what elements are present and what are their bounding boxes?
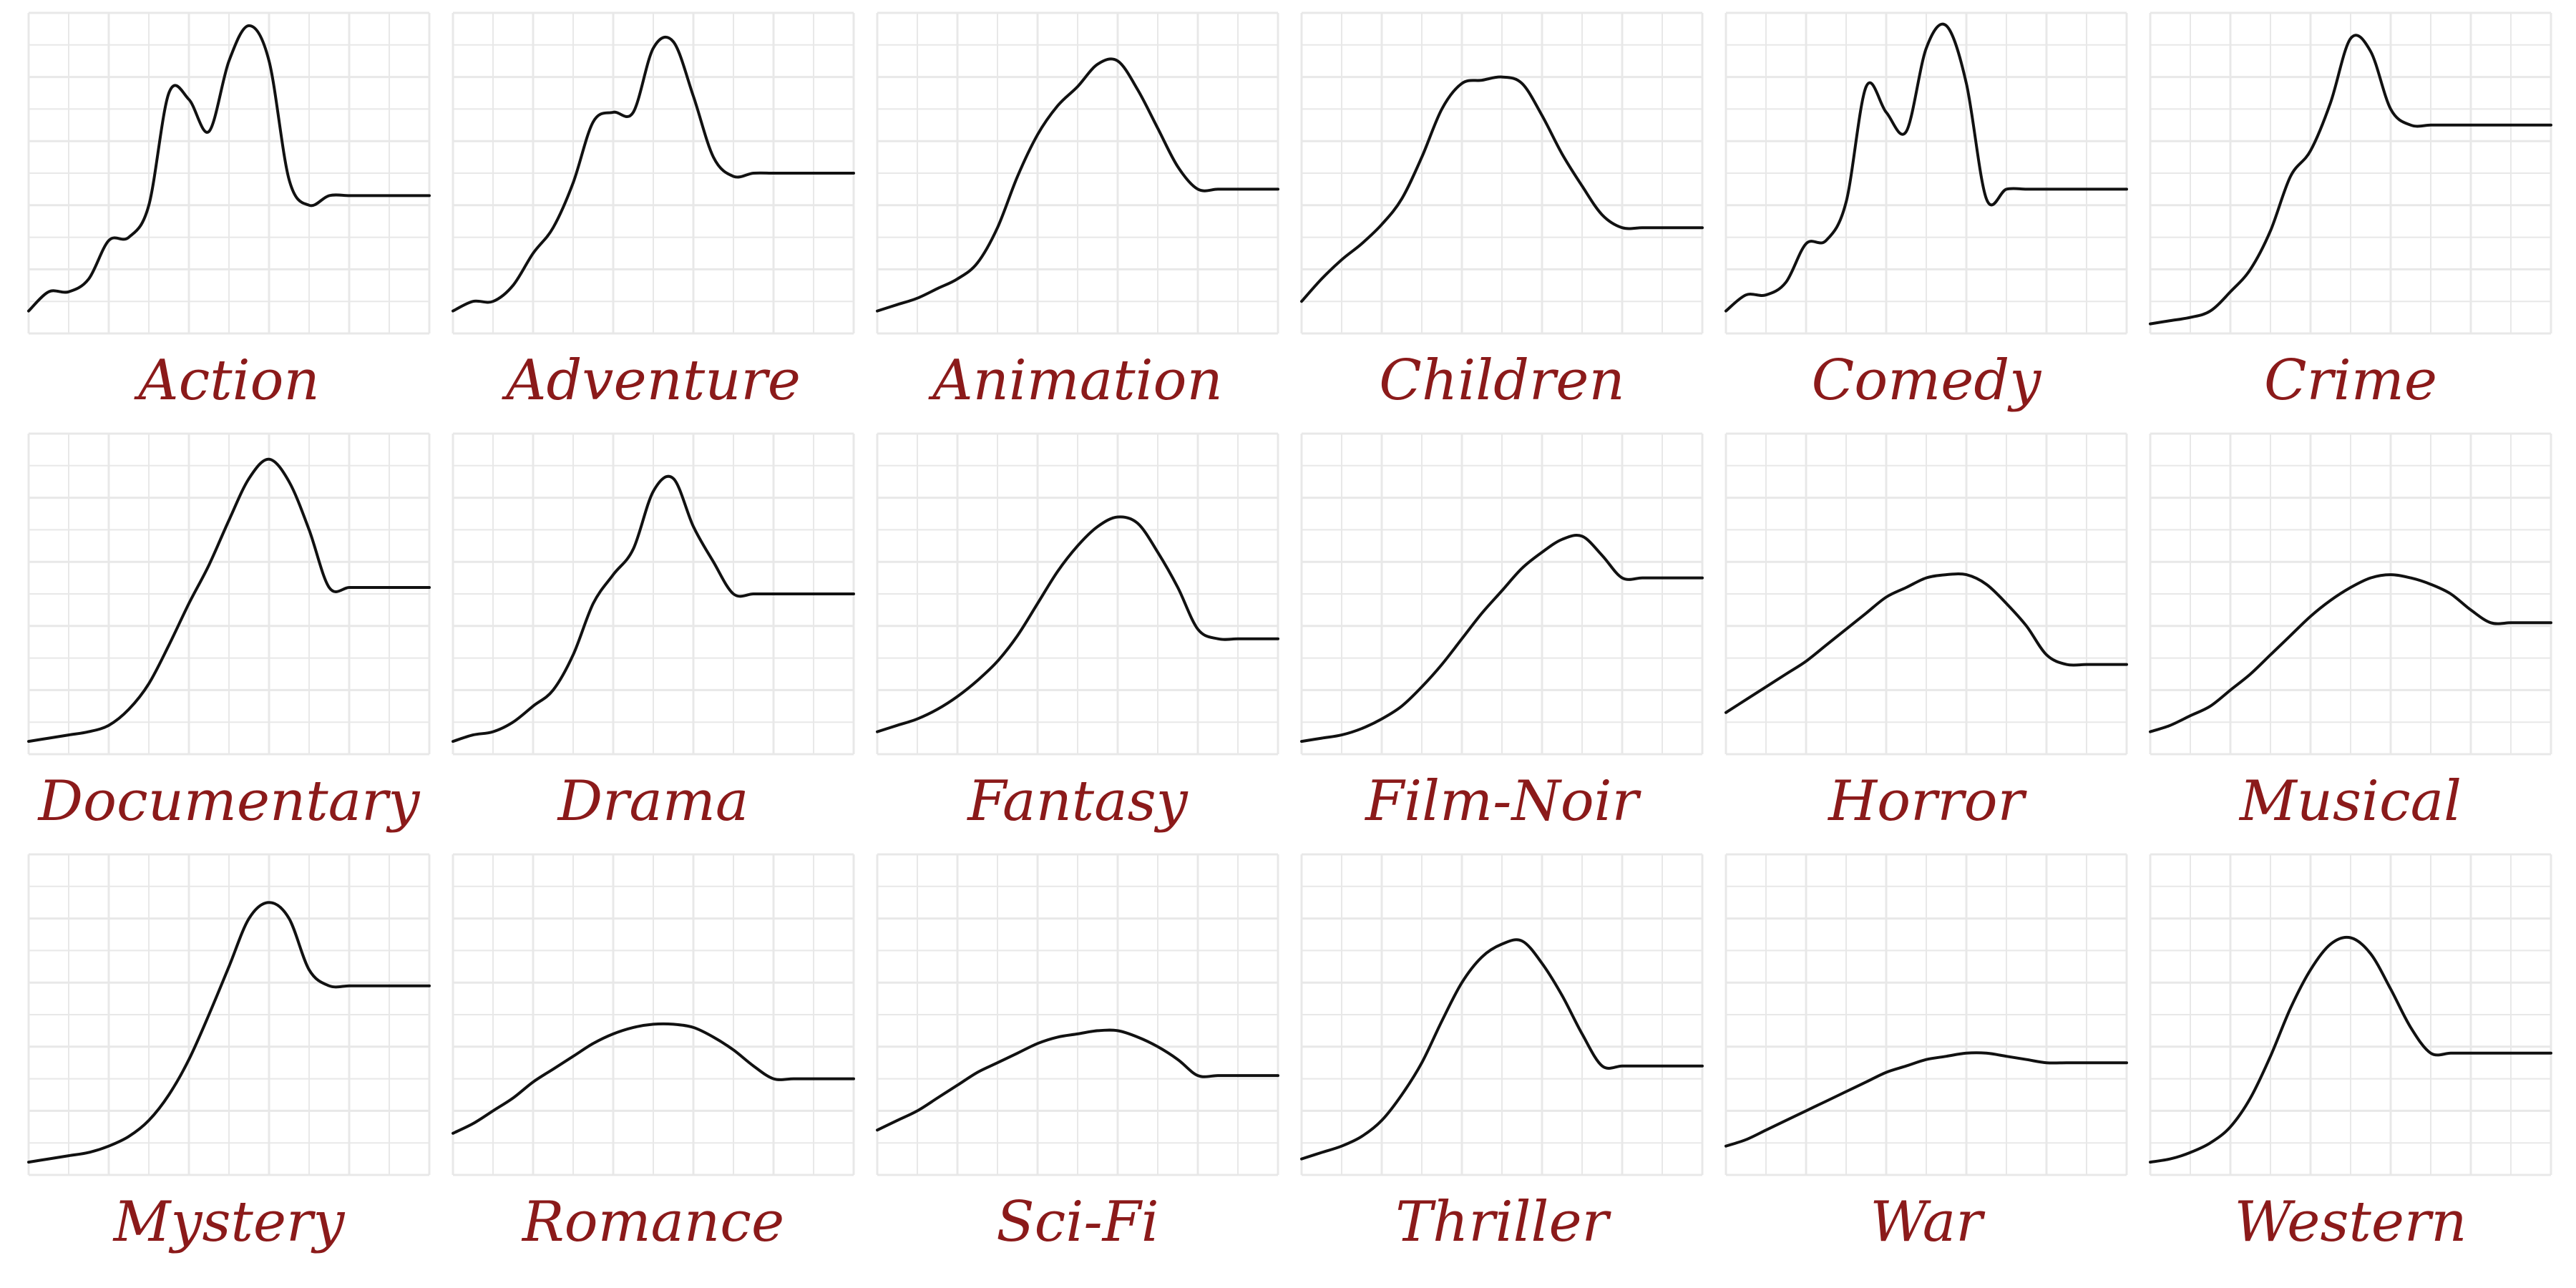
- panel-label: Comedy: [1812, 348, 2042, 413]
- density-line-crime: [2149, 34, 2552, 326]
- panel-mystery: Mystery: [27, 853, 431, 1254]
- density-line-action: [27, 24, 431, 313]
- panel-comedy: Comedy: [1724, 11, 2128, 413]
- density-line-drama: [452, 474, 855, 743]
- panel-fantasy: Fantasy: [876, 432, 1279, 834]
- panel-label: Animation: [928, 348, 1222, 413]
- panel-romance: Romance: [452, 853, 855, 1254]
- density-line-mystery: [27, 901, 431, 1164]
- density-line-comedy: [1724, 22, 2128, 313]
- density-line-thriller: [1300, 938, 1704, 1161]
- panel-label: Musical: [2238, 769, 2462, 834]
- panel-label: Romance: [521, 1190, 784, 1254]
- panel-action: Action: [27, 11, 431, 413]
- panel-label: Drama: [557, 769, 749, 834]
- density-line-musical: [2149, 573, 2552, 733]
- density-line-romance: [452, 1022, 855, 1135]
- panel-western: Western: [2149, 853, 2552, 1254]
- panel-adventure: Adventure: [452, 11, 855, 413]
- panel-grid: [1724, 432, 2128, 756]
- panel-grid: [876, 11, 1279, 335]
- panel-label: Horror: [1827, 769, 2028, 834]
- panel-grid: [452, 853, 855, 1176]
- density-line-animation: [876, 57, 1279, 313]
- panel-grid: [876, 432, 1279, 756]
- density-line-children: [1300, 75, 1704, 303]
- panel-grid: [452, 432, 855, 756]
- panel-thriller: Thriller: [1300, 853, 1704, 1254]
- panel-label: Mystery: [112, 1190, 346, 1254]
- panel-grid: [2149, 432, 2552, 756]
- panel-label: Fantasy: [966, 769, 1188, 834]
- panel-grid: [2149, 853, 2552, 1176]
- panel-grid: [1300, 11, 1704, 335]
- density-line-adventure: [452, 35, 855, 313]
- density-line-fantasy: [876, 515, 1279, 733]
- density-line-documentary: [27, 457, 431, 743]
- panel-label: Documentary: [37, 769, 421, 834]
- density-line-sci-fi: [876, 1028, 1279, 1132]
- panel-label: Crime: [2264, 348, 2437, 413]
- panel-label: Action: [134, 348, 320, 413]
- panel-label: Thriller: [1395, 1190, 1612, 1254]
- panel-label: Western: [2234, 1190, 2467, 1254]
- panel-crime: Crime: [2149, 11, 2552, 413]
- panel-horror: Horror: [1724, 432, 2128, 834]
- density-line-film-noir: [1300, 533, 1704, 743]
- panel-film-noir: Film-Noir: [1300, 432, 1704, 834]
- density-line-horror: [1724, 572, 2128, 714]
- panel-label: Children: [1379, 348, 1624, 413]
- panel-children: Children: [1300, 11, 1704, 413]
- panel-label: Sci-Fi: [996, 1190, 1159, 1254]
- panel-label: War: [1870, 1190, 1986, 1254]
- panel-musical: Musical: [2149, 432, 2552, 834]
- panel-label: Adventure: [502, 348, 801, 413]
- panel-grid: [876, 853, 1279, 1176]
- panel-label: Film-Noir: [1364, 769, 1641, 834]
- density-line-western: [2149, 935, 2552, 1164]
- panel-grid: [1300, 853, 1704, 1176]
- panel-war: War: [1724, 853, 2128, 1254]
- panel-grid: [27, 432, 431, 756]
- panel-sci-fi: Sci-Fi: [876, 853, 1279, 1254]
- panel-drama: Drama: [452, 432, 855, 834]
- density-line-war: [1724, 1051, 2128, 1148]
- panel-grid: [2149, 11, 2552, 335]
- panel-grid: [1724, 853, 2128, 1176]
- panel-animation: Animation: [876, 11, 1279, 413]
- panel-grid: [27, 11, 431, 335]
- panel-grid: [452, 11, 855, 335]
- panel-grid: [1300, 432, 1704, 756]
- panel-documentary: Documentary: [27, 432, 431, 834]
